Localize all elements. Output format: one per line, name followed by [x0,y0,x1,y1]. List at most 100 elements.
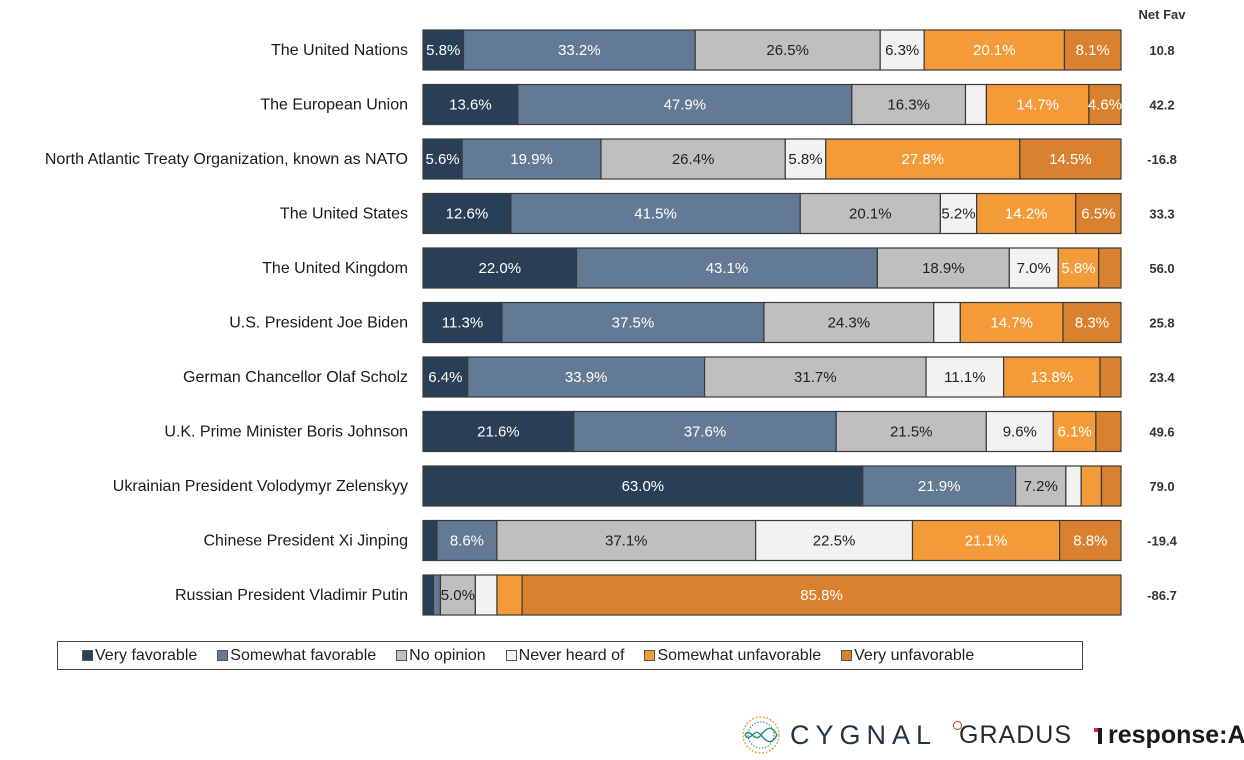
bar-segment [432,574,442,616]
segment-value-label: 85.8% [800,587,843,604]
legend-swatch [505,650,517,661]
segment-value-label: 5.8% [1061,260,1095,277]
bar-segment [939,192,978,235]
segment-value-label: 63.0% [622,478,665,495]
category-label: Russian President Vladimir Putin [175,587,408,604]
legend-swatch [644,650,656,661]
bar-segment [1075,192,1122,235]
segment-value-label: 11.1% [944,369,985,386]
category-label: The United States [280,206,408,223]
bar-segment [461,138,602,180]
segment-value-label: 14.7% [1016,97,1059,114]
segment-value-label: 8.8% [1073,533,1107,550]
legend-label: Somewhat unfavorable [657,646,822,664]
bar-segment [422,301,503,344]
category-label: The United Kingdom [262,260,408,277]
segment-value-label: 5.0% [441,587,475,604]
segment-value-label: 22.5% [813,533,856,550]
segment-value-label: 37.5% [612,315,655,332]
net-fav-value: -16.8 [1147,152,1177,167]
bar-segment [510,192,801,235]
response-mark-icon [1094,728,1103,744]
bar-segment [1100,465,1122,507]
bar-segment [694,29,881,71]
segment-value-label: 22.0% [479,260,522,277]
net-fav-header: Net Fav [1139,7,1187,22]
bar-segment [985,83,1090,126]
bar-segment [933,301,961,344]
net-fav-value: -86.7 [1147,588,1177,603]
bar-segment [799,192,941,235]
logo-bar: CYGNAL GRADUS response:AI [740,712,1244,758]
legend-item: Somewhat favorable [217,647,376,665]
response-ai-logo: response:AI [1094,721,1244,750]
segment-value-label: 6.3% [885,42,919,59]
legend-item: Never heard of [505,646,625,665]
bar-segment [1098,247,1122,289]
bar-segment [422,574,435,616]
segment-value-label: 24.3% [828,315,871,332]
legend-label: Very unfavorable [854,646,975,664]
bar-segment [474,574,498,616]
net-fav-value: 56.0 [1149,261,1174,276]
segment-value-label: 43.1% [706,260,749,277]
segment-value-label: 11.3% [442,315,483,332]
bar-segment [976,192,1077,235]
segment-value-label: 8.3% [1075,315,1109,332]
segment-value-label: 5.8% [426,42,460,59]
bar-segment [422,192,512,235]
segment-value-label: 20.1% [973,42,1016,59]
segment-value-label: 37.6% [684,424,727,441]
cygnal-wordmark: CYGNAL [790,719,938,750]
segment-value-label: 18.9% [922,260,965,277]
segment-value-label: 7.0% [1017,260,1051,277]
net-fav-value: 42.2 [1149,98,1174,113]
segment-value-label: 27.8% [901,151,944,168]
bar-segment [521,574,1122,616]
bar-segment [1095,410,1122,453]
segment-value-label: 33.9% [565,369,608,386]
bar-segment [462,29,696,71]
segment-value-label: 8.1% [1076,42,1110,59]
category-label: The United Nations [271,42,408,59]
bar-segment [925,356,1005,398]
bar-segment [467,356,706,398]
segment-value-label: 6.1% [1057,424,1091,441]
segment-value-label: 21.5% [890,424,933,441]
legend-label: Never heard of [518,646,625,664]
legend-item: Very unfavorable [841,647,974,665]
segment-value-label: 19.9% [510,151,553,168]
segment-value-label: 14.5% [1049,151,1092,168]
bar-segment [1063,29,1122,71]
legend-label: No opinion [409,646,486,664]
bar-segment [1015,465,1067,507]
bar-segment [575,247,878,289]
chart-legend: Very favorable Somewhat favorable No opini… [57,641,1083,670]
bar-segment [1008,247,1059,289]
bar-segment [496,574,523,616]
segment-value-label: 14.7% [990,315,1033,332]
segment-value-label: 37.1% [605,533,648,550]
segment-value-label: 20.1% [849,206,892,223]
bar-segment [496,519,757,562]
bar-segment [911,519,1061,562]
bar-segment [422,356,469,398]
bar-segment [763,301,935,344]
legend-swatch [841,650,853,661]
bar-segment [1062,301,1122,344]
segment-value-label: 5.6% [425,151,459,168]
segment-value-label: 26.5% [766,42,809,59]
segment-value-label: 21.1% [965,533,1008,550]
category-label: Chinese President Xi Jinping [203,533,408,550]
segment-value-label: 16.3% [887,97,930,114]
net-fav-value: 49.6 [1149,425,1174,440]
bar-segment [1065,465,1082,507]
bar-segment [573,410,837,453]
category-label: The European Union [260,97,408,114]
segment-value-label: 21.6% [477,424,520,441]
segment-value-label: 6.4% [428,369,462,386]
legend-item: Somewhat unfavorable [644,647,821,665]
bar-segment [1019,138,1122,180]
bar-segment [825,138,1021,180]
segment-value-label: 12.6% [446,206,489,223]
